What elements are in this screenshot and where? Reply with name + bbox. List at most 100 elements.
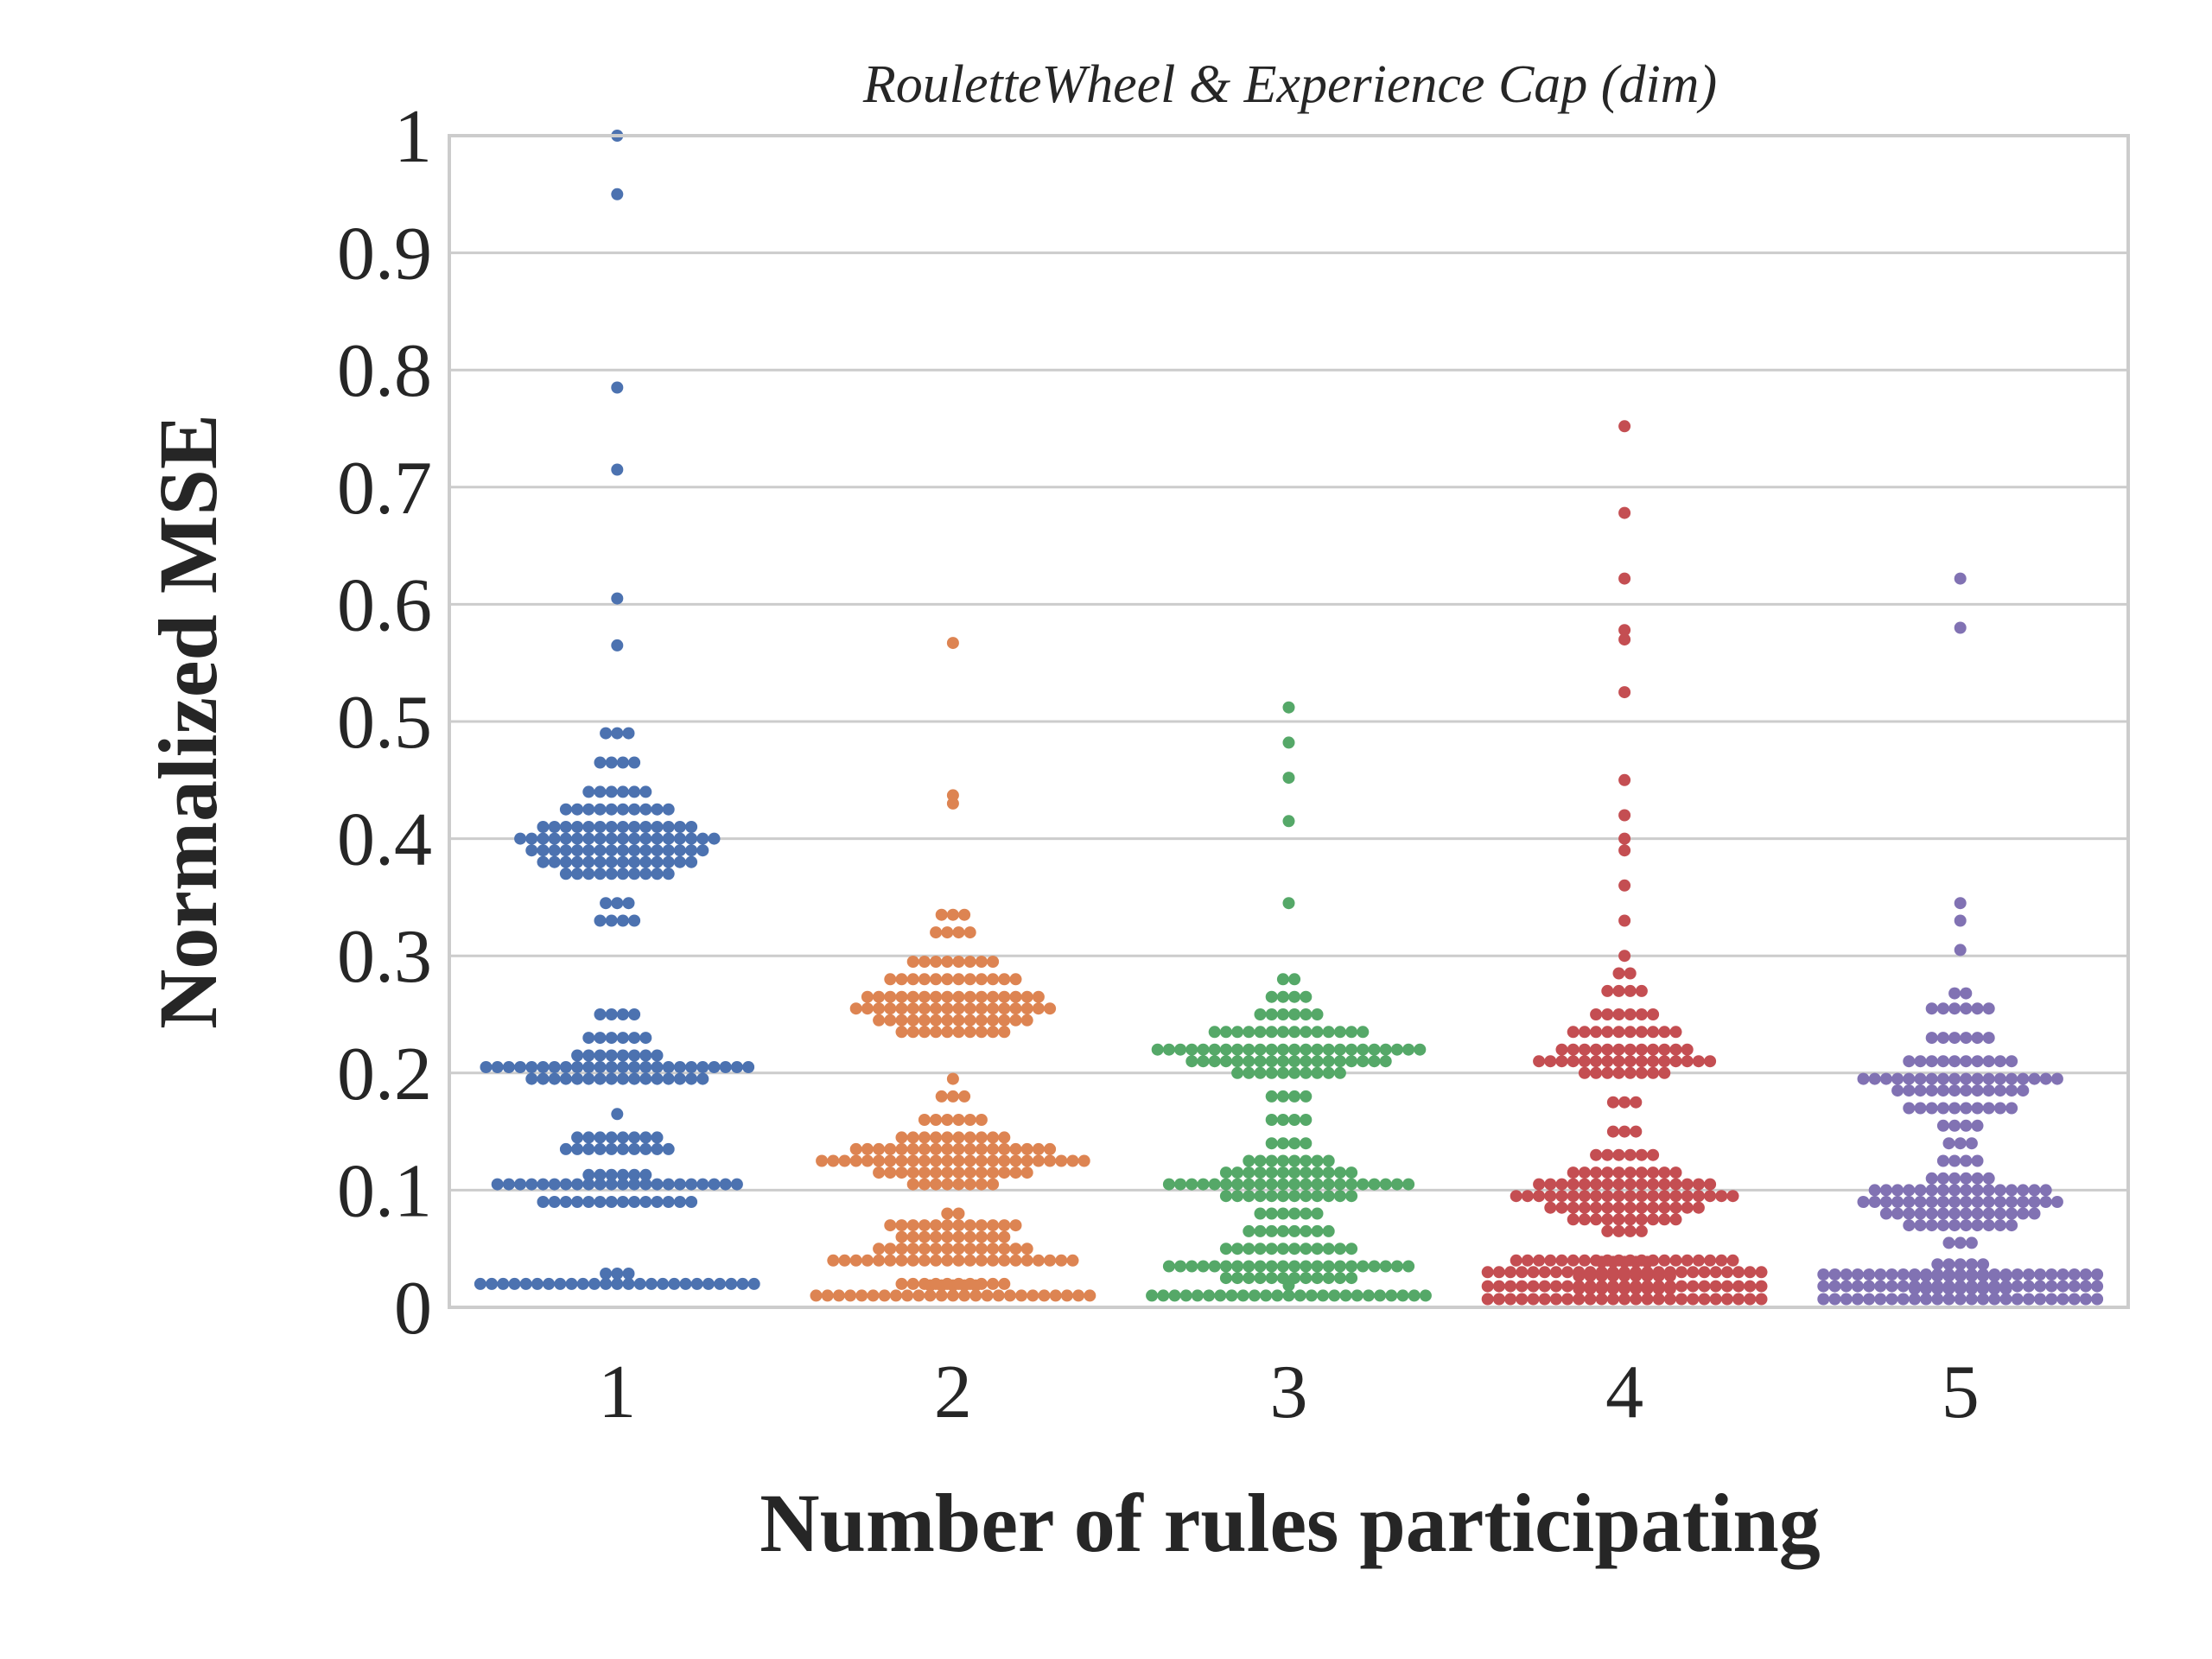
swarm-point [1265,1066,1278,1079]
swarm-point [1954,1258,1967,1271]
swarm-point [987,1230,1000,1243]
swarm-point [1254,1260,1267,1273]
swarm-point [611,897,624,910]
swarm-point [696,1072,709,1085]
swarm-point [628,868,641,880]
swarm-point [1368,1178,1381,1191]
swarm-point [952,1154,965,1167]
swarm-point [941,1166,954,1179]
swarm-point [1863,1268,1876,1281]
swarm-point [696,844,709,857]
swarm-point [594,1049,607,1062]
swarm-point [571,1196,584,1208]
swarm-point [1891,1084,1904,1097]
swarm-point [559,844,572,857]
swarm-point [1954,1293,1967,1306]
swarm-point [861,1254,874,1267]
swarm-point [1601,1178,1614,1191]
swarm-point [639,1131,652,1144]
swarm-point [1549,1293,1562,1306]
swarm-point [474,1277,486,1290]
swarm-point [1265,1260,1278,1273]
swarm-point [611,1277,624,1290]
swarm-point [941,1277,954,1290]
swarm-point [1936,1219,1949,1232]
swarm-point [1618,914,1631,927]
swarm-point [1897,1293,1910,1306]
swarm-point [491,1061,504,1073]
swarm-point [930,1243,943,1255]
swarm-point [1868,1184,1881,1197]
swarm-point [998,973,1011,986]
swarm-point [531,1277,543,1290]
swarm-point [1510,1190,1522,1203]
swarm-point [594,1131,607,1144]
swarm-point [1618,844,1631,857]
swarm-point [1618,572,1631,585]
swarm-point [605,1072,618,1085]
swarm-point [952,1142,965,1155]
swarm-point [1254,1178,1267,1191]
swarm-point [1533,1055,1546,1068]
swarm-point [2056,1268,2069,1281]
swarm-point [616,1061,629,1073]
swarm-point [662,821,675,833]
swarm-point [639,1168,652,1181]
swarm-point [616,821,629,833]
swarm-point [1647,1166,1660,1179]
swarm-point [1351,1289,1363,1302]
swarm-point [1368,1055,1381,1068]
swarm-point [1999,1268,2012,1281]
swarm-point [998,1254,1011,1267]
swarm-point [571,1178,584,1191]
swarm-point [1936,1102,1949,1115]
swarm-point [895,973,908,986]
swarm-point [1544,1178,1557,1191]
swarm-point [605,1178,618,1191]
swarm-point [1948,1102,1961,1115]
swarm-point [582,1178,595,1191]
swarm-point [963,1002,976,1015]
y-tick-label: 0.8 [337,329,432,413]
swarm-point [1960,1102,1973,1115]
swarm-point [1567,1178,1580,1191]
swarm-point [935,908,948,921]
swarm-point [1612,1026,1625,1039]
swarm-point [930,956,943,968]
y-tick-label: 0.6 [337,563,432,647]
swarm-point [1635,1055,1648,1068]
swarm-point [895,1142,908,1155]
swarm-point [1578,1026,1591,1039]
swarm-point [2005,1102,2018,1115]
swarm-point [605,1196,618,1208]
swarm-point [1601,1055,1614,1068]
swarm-point [1635,1066,1648,1079]
swarm-point [2022,1268,2035,1281]
y-tick-label: 0.7 [337,447,432,531]
swarm-point [1948,1055,1961,1068]
swarm-point [628,1049,641,1062]
swarm-point [975,1243,988,1255]
swarm-point [628,1142,641,1155]
swarm-point [1971,1207,1984,1220]
swarm-point [1300,1066,1313,1079]
swarm-point [1590,1166,1603,1179]
swarm-point [628,1072,641,1085]
swarm-point [918,1014,931,1027]
swarm-point [605,832,618,845]
swarm-point [1555,1254,1568,1267]
swarm-point [1936,1084,1949,1097]
swarm-point [1578,1055,1591,1068]
swarm-point [1254,1190,1267,1203]
swarm-point [930,1002,943,1015]
swarm-point [941,956,954,968]
swarm-point [1948,1084,1961,1097]
swarm-point [2068,1293,2081,1306]
swarm-point [1954,572,1967,585]
swarm-point [906,1230,919,1243]
swarm-point [1271,1289,1284,1302]
swarm-point [1612,967,1625,980]
swarm-point [1635,1224,1648,1237]
swarm-point [1504,1280,1517,1293]
swarm-point [1333,1043,1346,1056]
